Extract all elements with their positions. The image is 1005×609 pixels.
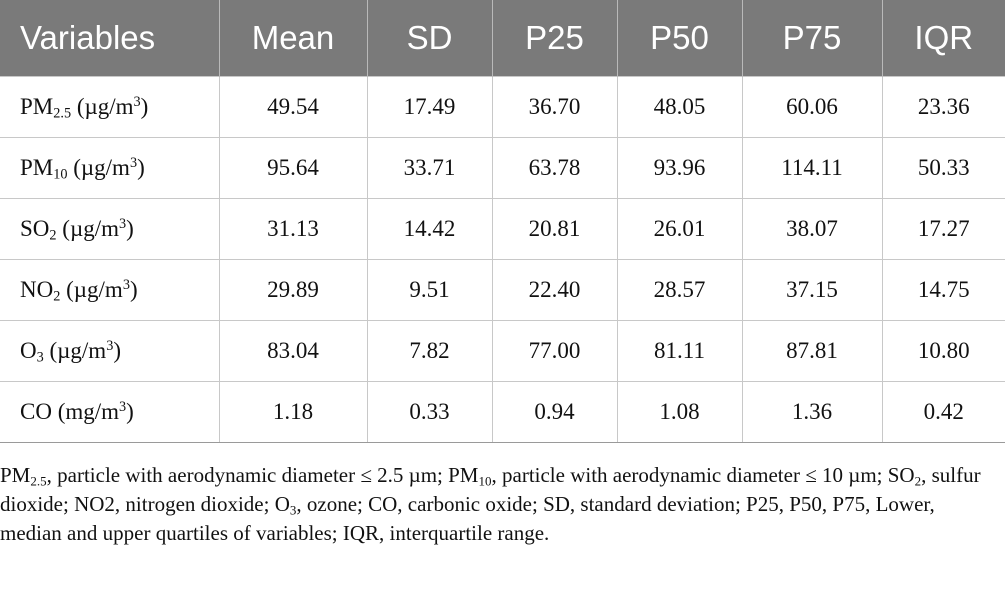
p50-cell: 48.05: [616, 75, 743, 138]
p75-cell: 60.06: [741, 75, 883, 138]
table-row: NO2 (µg/m3) 29.89 9.51 22.40 28.57 37.15…: [0, 258, 1005, 321]
p50-cell: 28.57: [616, 258, 743, 321]
iqr-cell: 17.27: [881, 197, 1005, 260]
p50-cell: 26.01: [616, 197, 743, 260]
p25-cell: 63.78: [491, 136, 618, 199]
p25-cell: 20.81: [491, 197, 618, 260]
header-mean: Mean: [218, 0, 368, 76]
p75-cell: 37.15: [741, 258, 883, 321]
header-p25: P25: [491, 0, 618, 76]
mean-cell: 95.64: [218, 136, 368, 199]
p50-cell: 93.96: [616, 136, 743, 199]
iqr-cell: 10.80: [881, 319, 1005, 382]
iqr-cell: 50.33: [881, 136, 1005, 199]
p75-cell: 87.81: [741, 319, 883, 382]
header-iqr: IQR: [881, 0, 1005, 76]
iqr-cell: 14.75: [881, 258, 1005, 321]
variable-name-cell: O3 (µg/m3): [0, 319, 220, 382]
sd-cell: 33.71: [366, 136, 493, 199]
variable-name-cell: NO2 (µg/m3): [0, 258, 220, 321]
mean-cell: 29.89: [218, 258, 368, 321]
descriptive-statistics-table-container: Variables Mean SD P25 P50 P75 IQR PM2.5 …: [0, 0, 1005, 443]
p25-cell: 36.70: [491, 75, 618, 138]
header-p50: P50: [616, 0, 743, 76]
table-header: Variables Mean SD P25 P50 P75 IQR: [0, 0, 1005, 76]
sd-cell: 14.42: [366, 197, 493, 260]
iqr-cell: 23.36: [881, 75, 1005, 138]
p25-cell: 22.40: [491, 258, 618, 321]
p75-cell: 114.11: [741, 136, 883, 199]
variable-name-cell: PM10 (µg/m3): [0, 136, 220, 199]
mean-cell: 83.04: [218, 319, 368, 382]
sd-cell: 9.51: [366, 258, 493, 321]
descriptive-statistics-table: Variables Mean SD P25 P50 P75 IQR PM2.5 …: [0, 0, 1005, 443]
mean-cell: 1.18: [218, 380, 368, 443]
p75-cell: 1.36: [741, 380, 883, 443]
p50-cell: 1.08: [616, 380, 743, 443]
header-variables: Variables: [0, 0, 220, 76]
header-sd: SD: [366, 0, 493, 76]
p25-cell: 77.00: [491, 319, 618, 382]
table-body: PM2.5 (µg/m3) 49.54 17.49 36.70 48.05 60…: [0, 75, 1005, 443]
table-row: O3 (µg/m3) 83.04 7.82 77.00 81.11 87.81 …: [0, 319, 1005, 382]
variable-name-cell: SO2 (µg/m3): [0, 197, 220, 260]
mean-cell: 49.54: [218, 75, 368, 138]
variable-name-cell: CO (mg/m3): [0, 380, 220, 443]
table-row: PM2.5 (µg/m3) 49.54 17.49 36.70 48.05 60…: [0, 75, 1005, 138]
sd-cell: 7.82: [366, 319, 493, 382]
mean-cell: 31.13: [218, 197, 368, 260]
sd-cell: 17.49: [366, 75, 493, 138]
iqr-cell: 0.42: [881, 380, 1005, 443]
variable-name-cell: PM2.5 (µg/m3): [0, 75, 220, 138]
header-row: Variables Mean SD P25 P50 P75 IQR: [0, 0, 1005, 76]
p25-cell: 0.94: [491, 380, 618, 443]
table-row: PM10 (µg/m3) 95.64 33.71 63.78 93.96 114…: [0, 136, 1005, 199]
header-p75: P75: [741, 0, 883, 76]
sd-cell: 0.33: [366, 380, 493, 443]
table-row: SO2 (µg/m3) 31.13 14.42 20.81 26.01 38.0…: [0, 197, 1005, 260]
p50-cell: 81.11: [616, 319, 743, 382]
table-footnote: PM2.5, particle with aerodynamic diamete…: [0, 461, 990, 548]
p75-cell: 38.07: [741, 197, 883, 260]
table-row: CO (mg/m3) 1.18 0.33 0.94 1.08 1.36 0.42: [0, 380, 1005, 443]
footnote-text: PM2.5, particle with aerodynamic diamete…: [0, 463, 981, 545]
